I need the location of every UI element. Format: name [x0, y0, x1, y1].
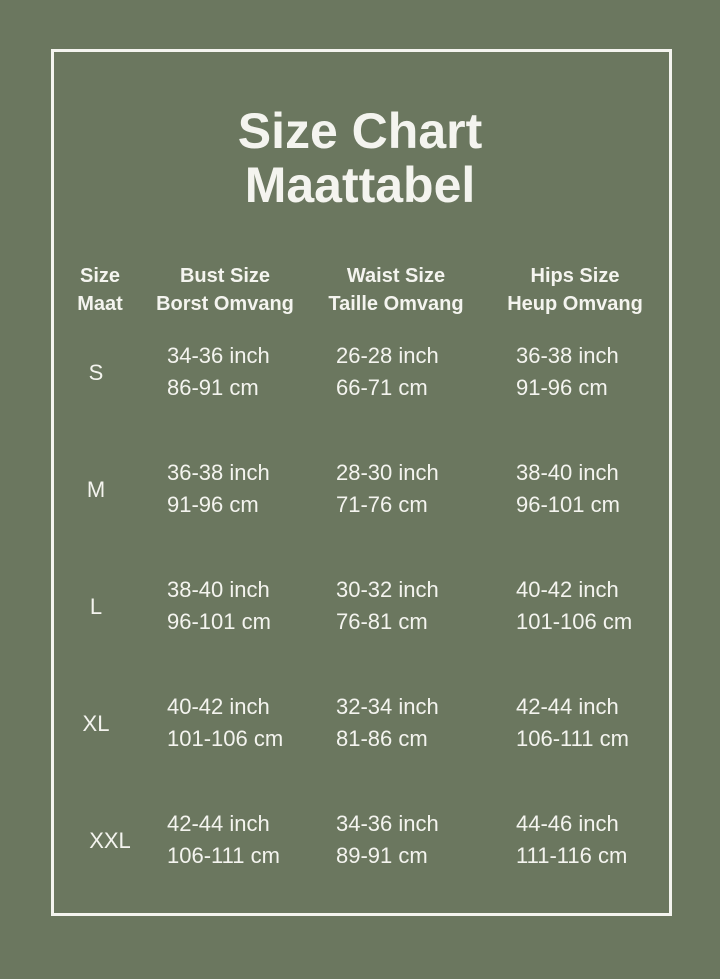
bust-inch: 34-36 inch	[167, 343, 270, 368]
bust-cm: 106-111 cm	[167, 843, 280, 868]
bust-cell: 38-40 inch 96-101 cm	[167, 574, 271, 638]
hips-cm: 106-111 cm	[516, 726, 629, 751]
bust-inch: 42-44 inch	[167, 811, 270, 836]
size-label: XXL	[89, 828, 131, 853]
hips-cm: 111-116 cm	[516, 843, 628, 868]
bust-inch: 38-40 inch	[167, 577, 270, 602]
header-waist-nl: Taille Omvang	[328, 293, 464, 315]
header-bust-en: Bust Size	[179, 265, 271, 287]
waist-cm: 76-81 cm	[336, 609, 428, 634]
header-bust-nl: Borst Omvang	[156, 293, 294, 315]
waist-cell: 30-32 inch 76-81 cm	[336, 574, 439, 638]
page-title: Size Chart Maattabel	[0, 104, 720, 212]
waist-cell: 28-30 inch 71-76 cm	[336, 457, 439, 521]
waist-inch: 26-28 inch	[336, 343, 439, 368]
hips-cell: 42-44 inch 106-111 cm	[516, 691, 629, 755]
bust-inch: 36-38 inch	[167, 460, 270, 485]
header-size-nl: Maat	[77, 293, 123, 315]
hips-cm: 96-101 cm	[516, 492, 620, 517]
hips-inch: 44-46 inch	[516, 811, 619, 836]
bust-cm: 101-106 cm	[167, 726, 284, 751]
hips-inch: 36-38 inch	[516, 343, 619, 368]
size-label: S	[88, 360, 104, 385]
waist-cell: 32-34 inch 81-86 cm	[336, 691, 439, 755]
bust-cm: 86-91 cm	[167, 375, 259, 400]
size-label: L	[89, 594, 103, 619]
hips-cm: 101-106 cm	[516, 609, 633, 634]
hips-inch: 42-44 inch	[516, 694, 619, 719]
header-size: Size Maat	[70, 262, 130, 318]
waist-cm: 89-91 cm	[336, 843, 428, 868]
header-hips-en: Hips Size	[530, 265, 620, 287]
bust-cm: 96-101 cm	[167, 609, 271, 634]
size-label: M	[86, 477, 106, 502]
hips-cell: 44-46 inch 111-116 cm	[516, 808, 627, 872]
bust-cell: 36-38 inch 91-96 cm	[167, 457, 270, 521]
bust-cell: 34-36 inch 86-91 cm	[167, 340, 270, 404]
bust-cell: 40-42 inch 101-106 cm	[167, 691, 283, 755]
waist-cell: 26-28 inch 66-71 cm	[336, 340, 439, 404]
hips-inch: 40-42 inch	[516, 577, 619, 602]
waist-cm: 81-86 cm	[336, 726, 428, 751]
chart-frame	[51, 49, 672, 916]
hips-cell: 36-38 inch 91-96 cm	[516, 340, 619, 404]
size-label: XL	[82, 711, 110, 736]
header-hips: Hips Size Heup Omvang	[490, 262, 660, 318]
title-dutch: Maattabel	[244, 157, 476, 213]
title-english: Size Chart	[237, 103, 483, 159]
waist-cm: 71-76 cm	[336, 492, 428, 517]
hips-cm: 91-96 cm	[516, 375, 608, 400]
waist-cell: 34-36 inch 89-91 cm	[336, 808, 439, 872]
bust-cell: 42-44 inch 106-111 cm	[167, 808, 280, 872]
waist-inch: 32-34 inch	[336, 694, 439, 719]
header-waist-en: Waist Size	[346, 265, 446, 287]
header-hips-nl: Heup Omvang	[507, 293, 643, 315]
bust-cm: 91-96 cm	[167, 492, 259, 517]
bust-inch: 40-42 inch	[167, 694, 270, 719]
header-size-en: Size	[79, 265, 121, 287]
waist-inch: 34-36 inch	[336, 811, 439, 836]
hips-cell: 38-40 inch 96-101 cm	[516, 457, 620, 521]
hips-inch: 38-40 inch	[516, 460, 619, 485]
header-waist: Waist Size Taille Omvang	[311, 262, 481, 318]
waist-cm: 66-71 cm	[336, 375, 428, 400]
hips-cell: 40-42 inch 101-106 cm	[516, 574, 632, 638]
waist-inch: 28-30 inch	[336, 460, 439, 485]
header-bust: Bust Size Borst Omvang	[140, 262, 310, 318]
waist-inch: 30-32 inch	[336, 577, 439, 602]
